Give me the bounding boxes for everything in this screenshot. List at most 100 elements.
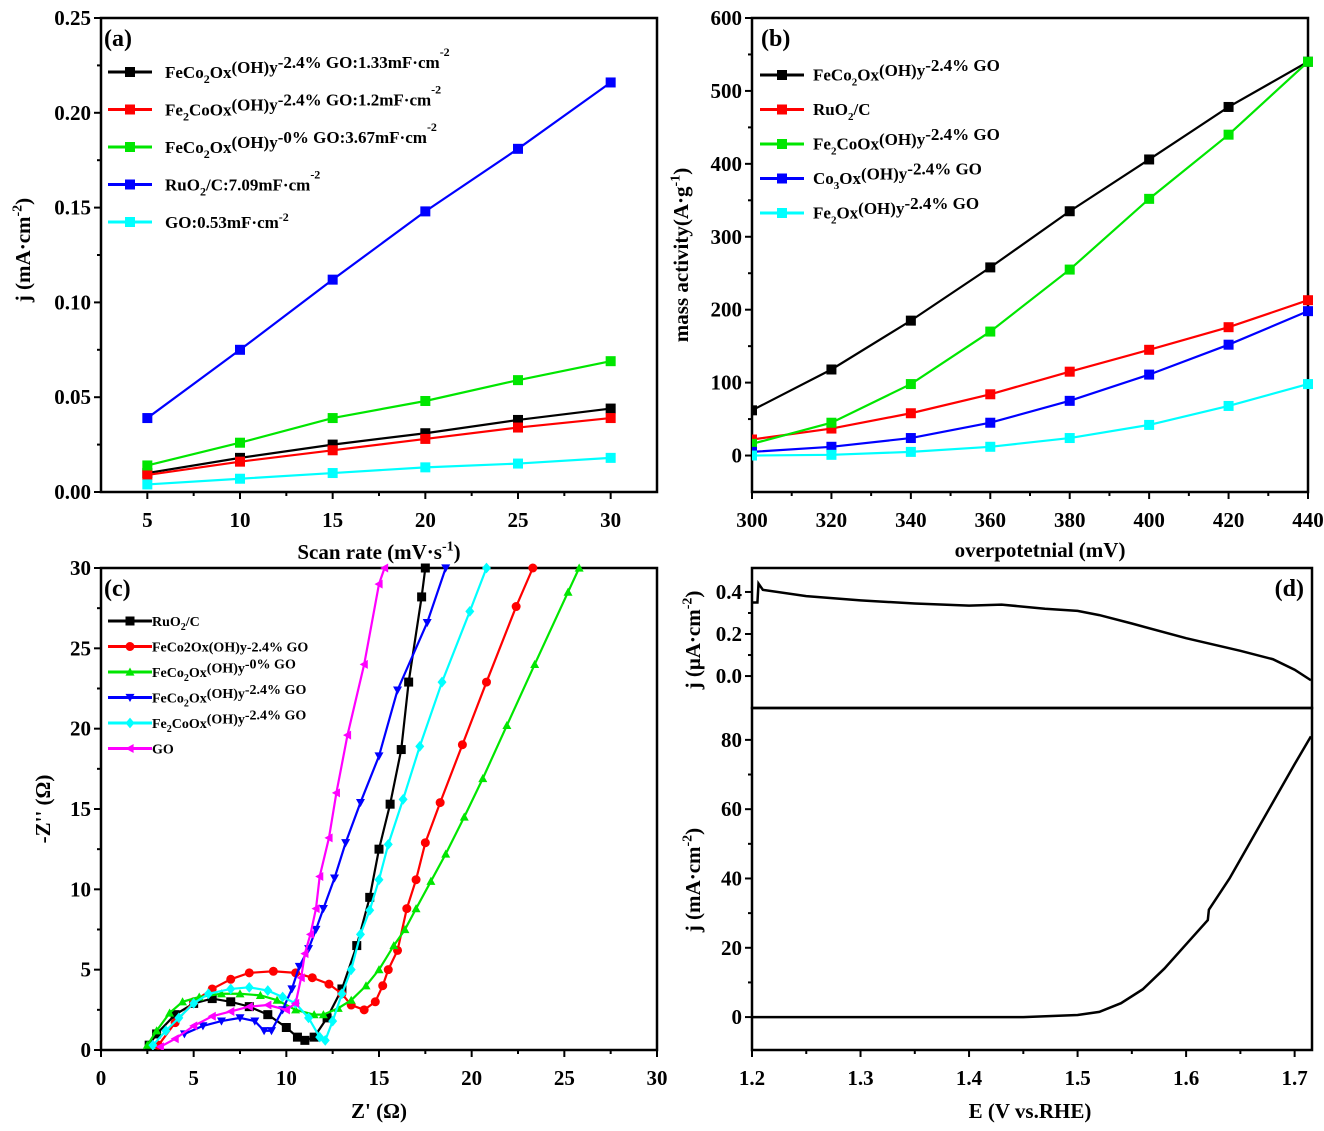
data-point (905, 315, 916, 326)
legend-label: FeCo2Ox(OH)y-2.4% GO (813, 56, 1000, 88)
x-tick-label: 15 (369, 1066, 390, 1090)
data-point (400, 925, 410, 934)
data-point (374, 844, 384, 854)
data-point (826, 449, 837, 460)
legend-label: Fe2CoOx(OH)y-2.4% GO (813, 125, 1000, 157)
data-point (985, 326, 996, 337)
data-point (404, 677, 414, 687)
data-point (315, 1031, 325, 1043)
data-point (1144, 369, 1155, 380)
data-point (170, 1034, 179, 1044)
y-tick-label: 0.05 (54, 385, 91, 409)
data-point (1223, 129, 1234, 140)
series-line (752, 60, 1309, 412)
y-axis-label: j (μA·cm-2) (681, 591, 705, 691)
data-point (605, 452, 616, 463)
x-tick-label: 440 (1292, 508, 1324, 532)
x-tick-label: 380 (1054, 508, 1086, 532)
x-axis-label: overpotetnial (mV) (955, 538, 1126, 562)
data-point (244, 968, 254, 978)
legend-label: FeCo2Ox(OH)y-2.4% GO (152, 683, 306, 710)
legend-label: RuO2/C:7.09mF·cm-2 (165, 168, 320, 199)
data-point (189, 1021, 198, 1031)
plot-frame (750, 566, 1314, 710)
data-point (309, 1032, 319, 1042)
data-point (1064, 206, 1075, 217)
data-point (605, 403, 616, 414)
legend-label: Fe2CoOx(OH)y-2.4% GO (152, 709, 306, 736)
data-series (142, 452, 616, 490)
data-point (244, 1002, 253, 1012)
data-point (1223, 322, 1234, 333)
y-axis-label: mass activity(A·g-1) (669, 168, 693, 342)
data-point (374, 965, 384, 974)
legend-item: FeCo2Ox(OH)y-2.4% GO (108, 683, 306, 710)
data-point (513, 422, 523, 433)
legend-label: Fe2CoOx(OH)y-2.4% GO:1.2mF·cm-2 (165, 82, 441, 123)
data-point (179, 1030, 189, 1039)
data-point (752, 450, 757, 461)
data-point (378, 981, 388, 991)
data-point (142, 460, 153, 471)
data-point (1223, 400, 1234, 411)
data-point (263, 1000, 272, 1010)
data-point (513, 143, 523, 154)
data-point (263, 1010, 273, 1020)
data-point (250, 1017, 260, 1026)
data-point (178, 997, 188, 1006)
series-line (146, 81, 612, 419)
series-line (752, 310, 1309, 453)
data-point (355, 798, 365, 808)
y-tick-label: 5 (81, 958, 92, 982)
data-point (420, 395, 431, 406)
series-line (147, 360, 611, 467)
data-point (327, 274, 338, 285)
data-point (905, 433, 916, 444)
data-point (420, 433, 431, 444)
data-point (420, 462, 431, 473)
x-tick-label: 360 (975, 508, 1007, 532)
data-point (291, 1005, 301, 1014)
data-point (309, 1010, 319, 1019)
data-point (291, 998, 300, 1008)
data-point (752, 438, 757, 449)
x-tick-label: 1.2 (739, 1066, 765, 1090)
legend-marker-square-icon (777, 208, 787, 218)
data-point (605, 77, 616, 88)
y-tick-label: 0.00 (54, 480, 91, 504)
legend-marker-triangle-left-icon (125, 744, 134, 753)
y-tick-label: 0.4 (716, 580, 743, 604)
data-point (281, 1023, 291, 1033)
data-point (152, 1026, 162, 1035)
data-point (389, 941, 399, 950)
x-tick-label: 400 (1133, 508, 1165, 532)
data-point (1064, 366, 1075, 377)
data-point (331, 788, 340, 798)
data-point (420, 428, 431, 439)
data-point (292, 1032, 302, 1042)
data-point (267, 1027, 277, 1036)
data-point (530, 659, 540, 668)
y-tick-label: 30 (70, 556, 91, 580)
data-point (374, 874, 384, 886)
data-point (417, 592, 427, 602)
data-point (327, 445, 338, 456)
series-line (147, 407, 611, 475)
x-tick-label: 25 (554, 1066, 575, 1090)
data-point (459, 812, 469, 821)
data-point (346, 964, 356, 976)
data-point (174, 1012, 184, 1024)
x-tick-label: 5 (188, 1066, 199, 1090)
data-point (272, 995, 282, 1004)
data-point (198, 1022, 208, 1031)
data-point (226, 1006, 235, 1016)
data-point (478, 773, 488, 783)
data-point (374, 579, 383, 589)
x-tick-label: 420 (1213, 508, 1245, 532)
y-tick-label: 200 (711, 298, 743, 322)
legend-item: FeCo2Ox(OH)y-2.4% GO (108, 640, 308, 655)
x-tick-label: 25 (508, 508, 529, 532)
legend-marker-triangle-up-icon (125, 667, 135, 676)
data-point (826, 417, 837, 428)
data-point (327, 413, 338, 424)
